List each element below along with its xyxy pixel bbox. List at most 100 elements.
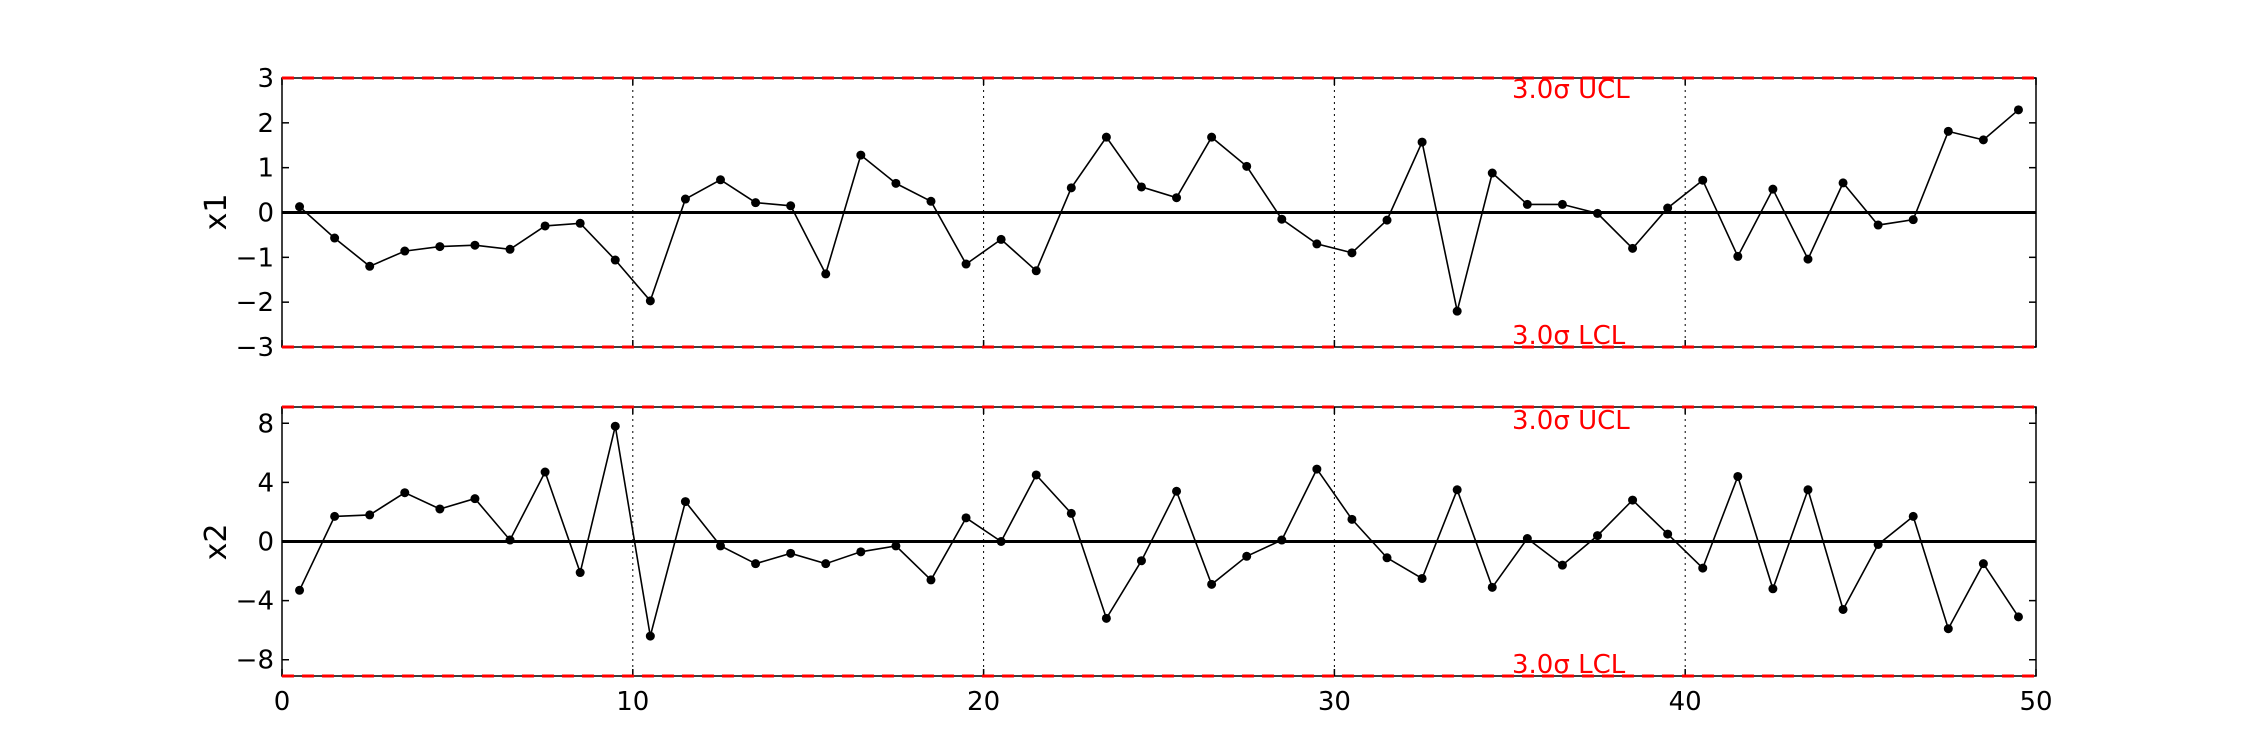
x2-y-ticks: −8 −4 0 4 8: [236, 409, 2036, 676]
data-point: [1347, 248, 1357, 258]
data-point: [821, 559, 831, 569]
data-point: [1698, 563, 1708, 573]
data-point: [821, 269, 831, 279]
data-point: [435, 242, 445, 252]
data-point: [330, 233, 340, 243]
data-point: [1207, 579, 1217, 589]
data-point: [330, 511, 340, 521]
data-point: [1136, 556, 1146, 566]
y-tick-label: 2: [257, 109, 274, 139]
data-point: [645, 631, 655, 641]
data-point: [1382, 215, 1392, 225]
x-tick-labels: 0 10 20 30 40 50: [274, 687, 2053, 717]
y-tick-label: 0: [257, 199, 274, 229]
data-point: [470, 240, 480, 250]
data-point: [786, 201, 796, 211]
data-point: [680, 194, 690, 204]
y-tick-label: 8: [257, 409, 274, 439]
data-point: [1066, 183, 1076, 193]
data-point: [891, 541, 901, 551]
y-tick-label: −2: [236, 288, 274, 318]
x2-data-points: [295, 421, 2023, 641]
data-point: [1172, 486, 1182, 496]
data-point: [1873, 539, 1883, 549]
data-point: [926, 575, 936, 585]
y-tick-label: −4: [236, 587, 274, 617]
data-point: [295, 202, 305, 212]
y-tick-label: −8: [236, 646, 274, 676]
data-point: [1768, 184, 1778, 194]
data-point: [961, 259, 971, 269]
data-point: [1312, 464, 1322, 474]
data-point: [1207, 132, 1217, 142]
data-point: [1838, 604, 1848, 614]
data-point: [2013, 105, 2023, 115]
data-point: [1522, 199, 1532, 209]
x-tick-label: 10: [616, 687, 649, 717]
data-point: [716, 541, 725, 551]
data-point: [1557, 199, 1567, 209]
data-point: [891, 178, 901, 188]
x-tick-label: 20: [967, 687, 1000, 717]
data-point: [1172, 193, 1182, 203]
data-point: [365, 261, 375, 271]
data-point: [610, 255, 620, 265]
data-point: [1628, 243, 1638, 253]
data-point: [1417, 137, 1427, 147]
data-point: [996, 537, 1006, 546]
data-point: [1522, 534, 1532, 544]
data-point: [1452, 306, 1462, 316]
x2-lcl-label: 3.0σ LCL: [1512, 650, 1626, 680]
data-point: [680, 497, 690, 507]
data-point: [1136, 182, 1146, 192]
data-point: [505, 244, 515, 254]
data-point: [1347, 514, 1357, 524]
x1-data-points: [295, 105, 2023, 316]
data-point: [1803, 254, 1813, 264]
data-point: [365, 510, 375, 520]
data-point: [1031, 470, 1041, 480]
data-point: [961, 513, 971, 523]
data-point: [1101, 132, 1111, 142]
x1-y-ticks: −3 −2 −1 0 1 2 3: [236, 64, 2036, 363]
data-point: [1312, 239, 1322, 249]
data-point: [1487, 582, 1497, 592]
x1-ucl-label: 3.0σ UCL: [1512, 75, 1630, 105]
y-tick-label: 3: [257, 64, 274, 94]
data-point: [1382, 553, 1392, 563]
data-point: [505, 535, 515, 545]
data-point: [856, 547, 866, 557]
data-point: [1101, 613, 1111, 623]
data-point: [1838, 178, 1848, 188]
data-point: [716, 175, 725, 185]
data-point: [2013, 612, 2023, 622]
data-point: [1628, 495, 1638, 505]
data-point: [575, 218, 585, 228]
data-point: [856, 150, 866, 160]
data-point: [1943, 624, 1953, 634]
data-point: [610, 421, 620, 431]
data-point: [1663, 203, 1673, 213]
x-tick-label: 40: [1669, 687, 1702, 717]
x2-panel: −8 −4 0 4 8 3.0σ UCL 3.0σ LCL x2 0 10 20 30 40 50: [199, 405, 2053, 717]
data-point: [1943, 126, 1953, 136]
x-tick-label: 50: [2019, 687, 2052, 717]
x2-series-line: [298, 426, 2020, 637]
data-point: [1908, 511, 1918, 521]
x1-series-line: [298, 109, 2020, 312]
data-point: [926, 196, 936, 206]
data-point: [1242, 551, 1252, 561]
data-point: [1452, 485, 1462, 495]
data-point: [751, 559, 761, 569]
y-tick-label: −1: [236, 243, 274, 273]
data-point: [1557, 560, 1567, 570]
x2-ucl-label: 3.0σ UCL: [1512, 406, 1630, 436]
data-point: [751, 198, 761, 208]
data-point: [400, 488, 410, 498]
data-point: [1768, 584, 1778, 594]
x-tick-label: 30: [1318, 687, 1351, 717]
y-tick-label: 1: [257, 154, 274, 184]
data-point: [1066, 508, 1076, 518]
x1-lcl-label: 3.0σ LCL: [1512, 321, 1626, 351]
